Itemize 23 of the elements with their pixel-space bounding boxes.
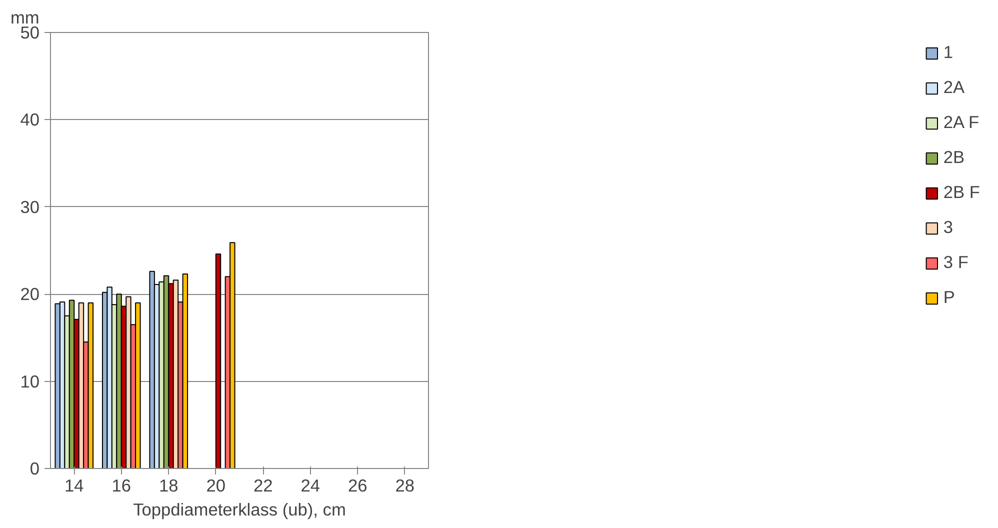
x-tick-label: 16 bbox=[112, 476, 132, 496]
x-tick-label: 18 bbox=[158, 476, 178, 496]
x-tick-label: 26 bbox=[348, 476, 368, 496]
y-tick-label: 30 bbox=[20, 196, 40, 217]
x-tick-label: 24 bbox=[300, 476, 320, 496]
legend-label: 2B bbox=[943, 147, 965, 168]
x-tick-label: 22 bbox=[253, 476, 273, 496]
y-tick-label: 40 bbox=[20, 110, 40, 130]
legend-label: 3 bbox=[943, 217, 954, 238]
x-tick-label: 14 bbox=[64, 476, 84, 496]
x-tick-label: 28 bbox=[395, 476, 415, 496]
legend-label: P bbox=[943, 287, 956, 308]
bar bbox=[215, 253, 222, 468]
legend-label: 3 F bbox=[943, 252, 968, 273]
y-tick-label: 20 bbox=[20, 284, 40, 304]
legend-label: 2B F bbox=[943, 182, 980, 203]
x-axis-title: Toppdiameterklass (ub), cm bbox=[133, 500, 346, 520]
y-tick-label: 0 bbox=[30, 458, 40, 478]
x-tick-label: 20 bbox=[206, 476, 226, 496]
legend-label: 2A F bbox=[943, 112, 980, 133]
legend-label: 1 bbox=[943, 42, 954, 63]
legend-label: 2A bbox=[943, 77, 965, 98]
y-tick-label: 10 bbox=[20, 371, 40, 392]
